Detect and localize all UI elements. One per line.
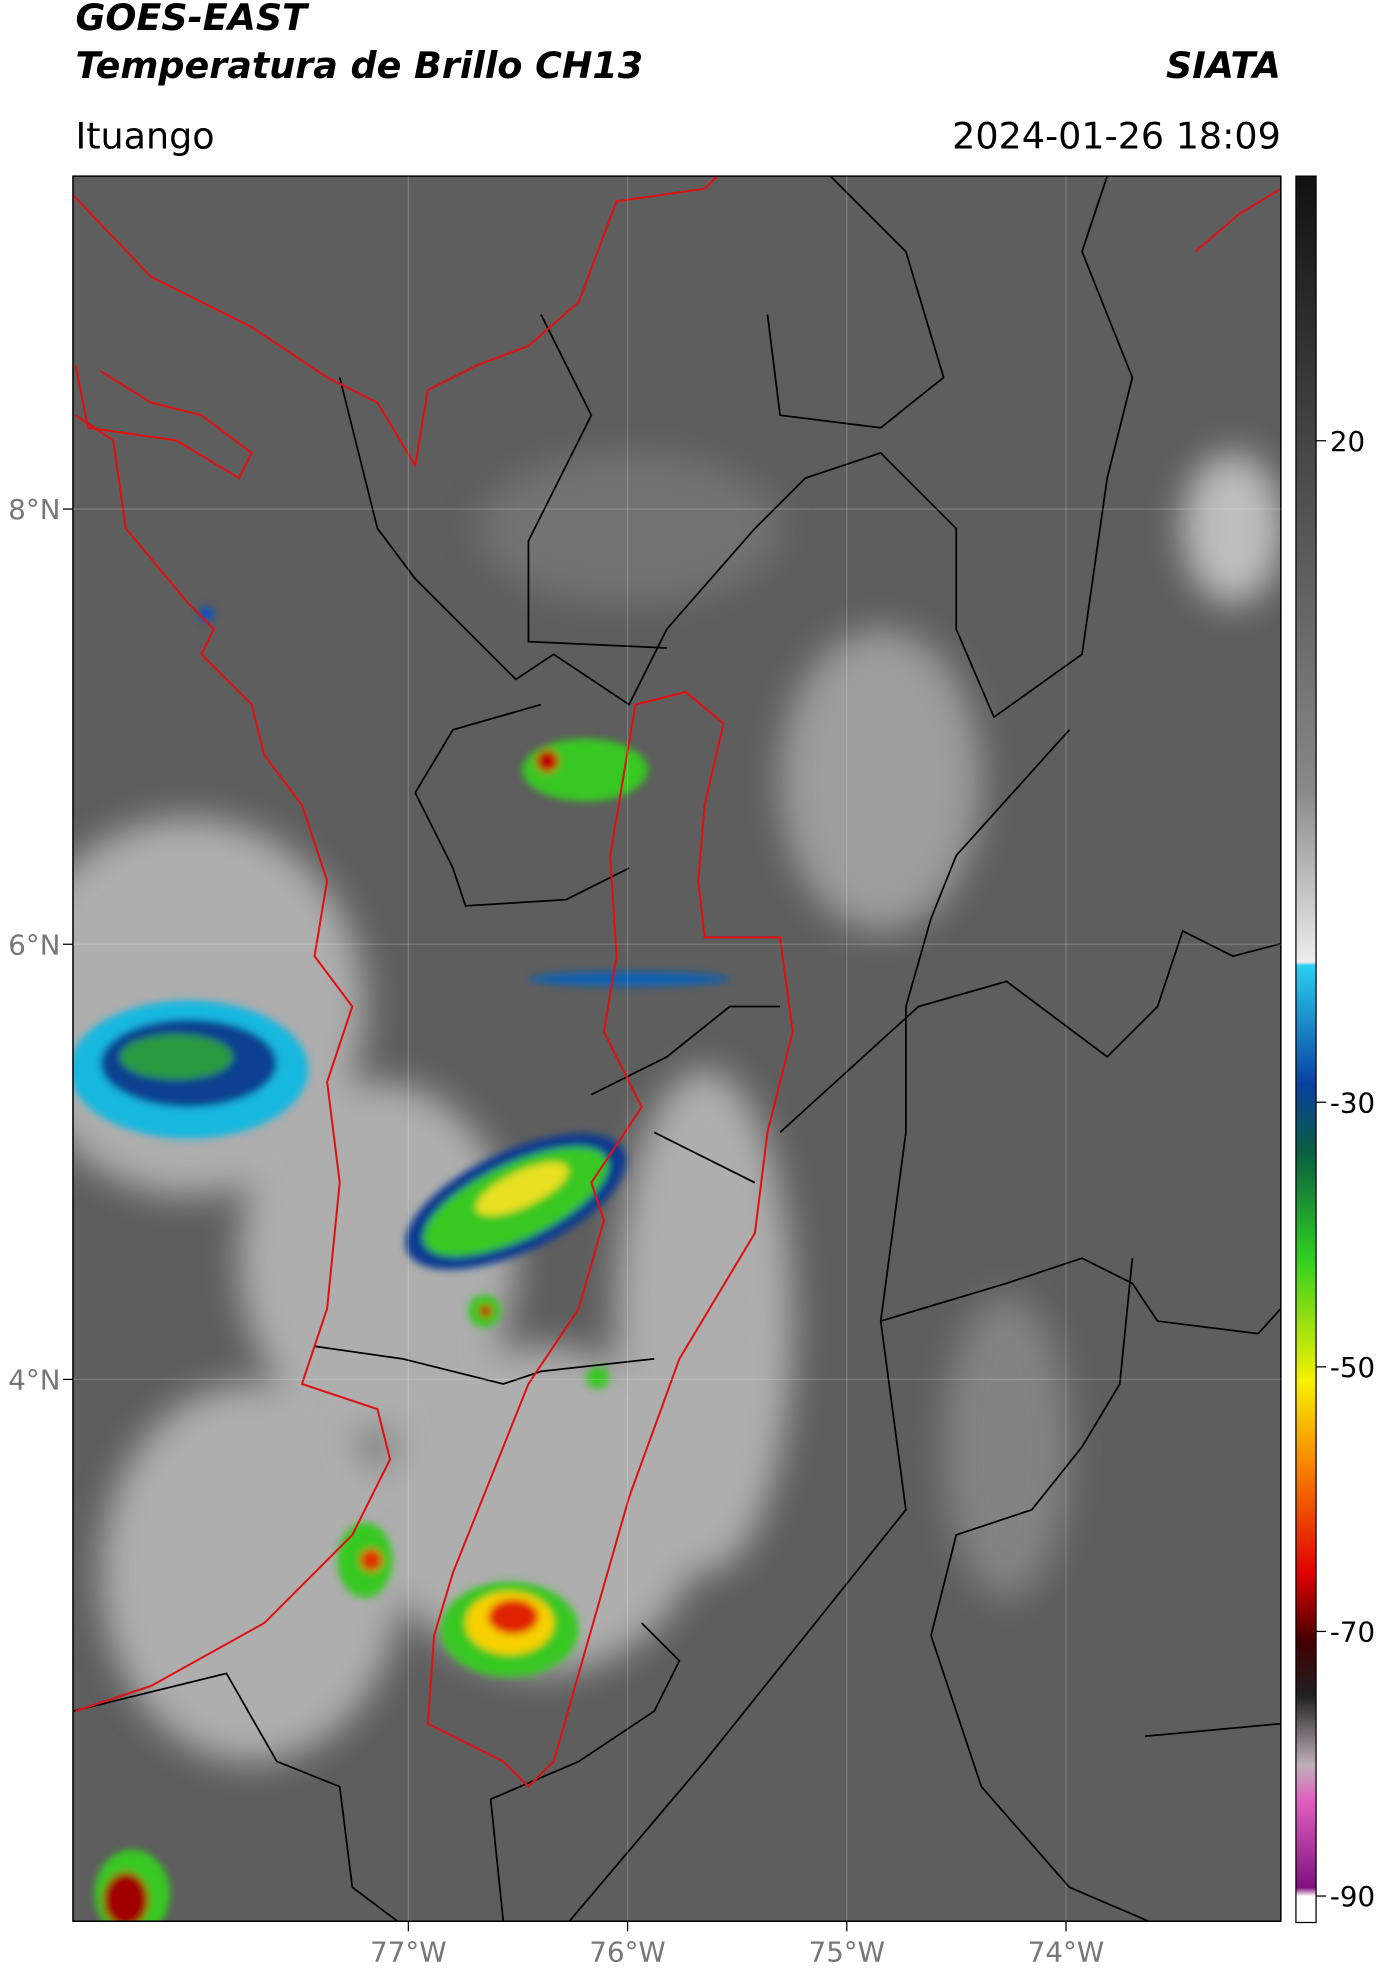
colorbar-tick-label: -30 — [1330, 1086, 1375, 1119]
agency: SIATA — [1166, 44, 1281, 87]
colorbar-tick-label: -50 — [1330, 1351, 1375, 1384]
lon-tick-label: 74°W — [1028, 1935, 1104, 1968]
datetime: 2024-01-26 18:09 — [952, 114, 1281, 157]
lat-tick-label: 8°N — [8, 493, 60, 526]
lon-tick-label: 75°W — [809, 1935, 885, 1968]
colorbar-tick-label: 20 — [1330, 425, 1365, 458]
source: GOES-EAST — [75, 0, 310, 39]
colorbar — [1295, 175, 1317, 1924]
product: Temperatura de Brillo CH13 — [75, 44, 643, 87]
lat-tick-label: 4°N — [8, 1363, 60, 1396]
colorbar-tick-label: -70 — [1330, 1616, 1375, 1649]
satellite-image — [72, 176, 1281, 1922]
map-frame — [72, 175, 1282, 1922]
region: Ituango — [75, 114, 214, 157]
colorbar-tick-label: -90 — [1330, 1880, 1375, 1913]
lon-tick-label: 77°W — [370, 1935, 446, 1968]
lat-tick-label: 6°N — [8, 928, 60, 961]
lon-tick-label: 76°W — [589, 1935, 665, 1968]
